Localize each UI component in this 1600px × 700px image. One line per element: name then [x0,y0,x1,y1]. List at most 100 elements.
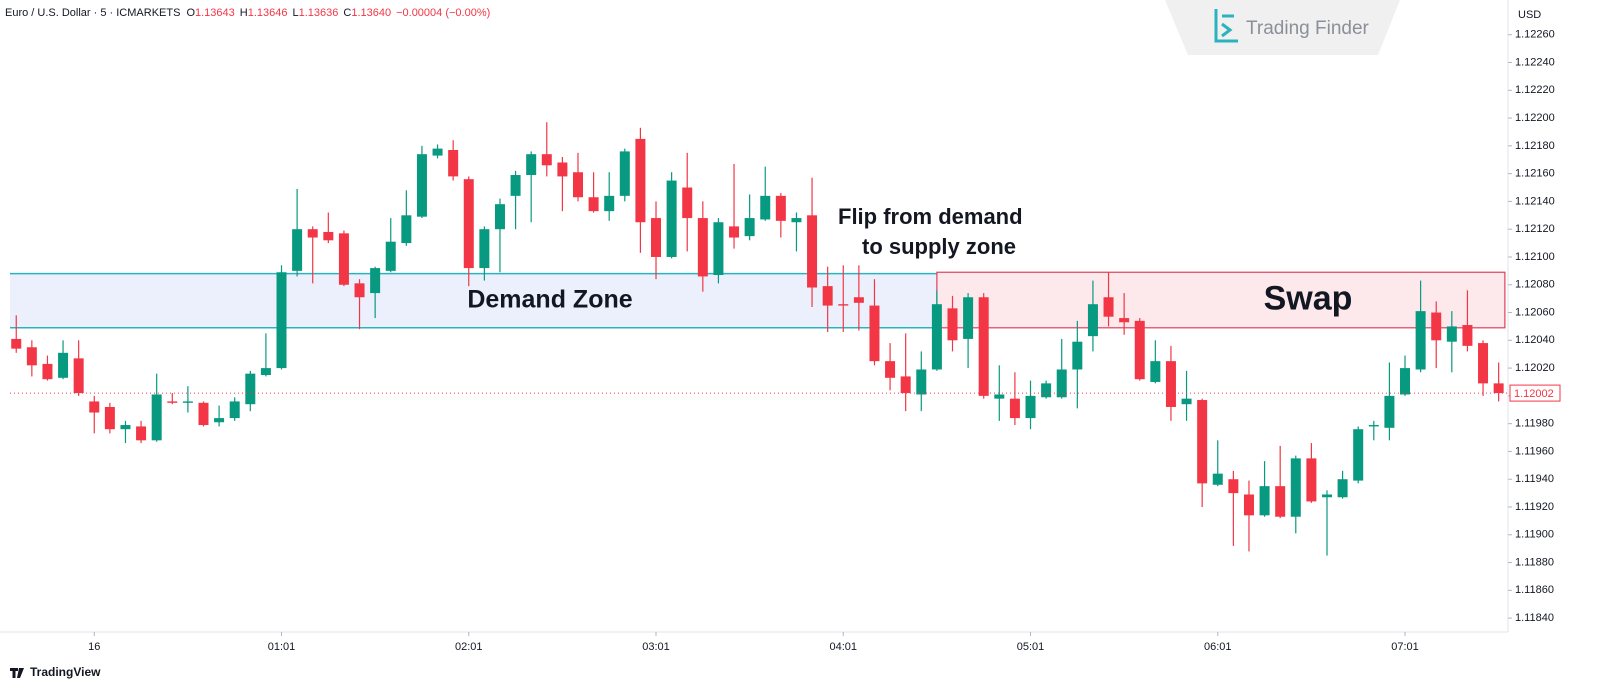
candle-body [104,406,115,430]
header: Euro / U.S. Dollar · 5 · ICMARKETS O1.136… [5,7,490,19]
candle-body [42,363,53,380]
x-tick-label: 02:01 [455,641,483,653]
footer-logo [10,668,24,678]
candle-body [838,304,849,306]
ohlc-value: 1.13643 [195,7,235,19]
candle-body [1493,383,1504,394]
candle-body [1415,311,1426,370]
candle-body [323,231,334,241]
candle-body [26,347,37,366]
candle-body [198,402,209,426]
candle-body [963,297,974,339]
y-tick-label: 1.11840 [1515,612,1554,624]
candle-body [120,425,131,430]
candle-body [1228,479,1239,494]
x-tick-label: 04:01 [829,641,857,653]
candle-body [682,187,693,219]
y-tick-label: 1.12020 [1515,362,1555,374]
last-price-label: 1.12002 [1514,388,1554,400]
candle-body [151,394,162,441]
symbol: Euro / U.S. Dollar · 5 · ICMARKETS [5,7,180,19]
candle-body [1446,326,1457,342]
zone-label: Swap [1264,280,1353,318]
candle-body [1197,400,1208,484]
y-tick-label: 1.11860 [1515,584,1554,596]
candle-body [1275,486,1286,517]
ohlc-label: L [292,7,298,19]
annotation: to supply zone [862,234,1016,259]
candle-body [791,218,802,223]
candle-body [1212,473,1223,485]
y-tick-label: 1.11920 [1515,501,1554,513]
candle-body [494,204,505,230]
footer: TradingView [30,665,101,679]
y-tick-label: 1.12180 [1515,140,1555,152]
candle-body [619,151,630,196]
watermark-logo [1214,9,1238,43]
candle-body [1478,343,1489,384]
candle-body [370,268,381,294]
candle-body [338,233,349,285]
candle-body [1165,361,1176,407]
candle-body [229,401,240,419]
candle-body [572,172,583,198]
y-tick-label: 1.12200 [1515,112,1555,124]
y-tick-label: 1.12240 [1515,56,1555,68]
change: −0.00004 (−0.00%) [396,7,490,19]
candle-body [260,368,271,376]
candle-body [1290,458,1301,517]
candle-body [1134,320,1145,380]
candle-body [760,195,771,220]
y-tick-label: 1.12160 [1515,168,1555,180]
x-tick-label: 06:01 [1204,641,1232,653]
y-tick-label: 1.12260 [1515,29,1555,41]
ohlc-value: 1.13636 [299,7,339,19]
candle-body [1119,318,1130,323]
ohlc-label: C [343,7,351,19]
candle-body [994,394,1005,399]
x-tick-label: 01:01 [268,641,296,653]
candle-body [1150,361,1161,382]
candle-body [697,218,708,277]
candle-body [276,272,287,369]
currency: USD [1518,9,1541,21]
candle-body [479,229,490,269]
candle-body [947,308,958,341]
candle-body [11,338,22,349]
candle-body [167,401,178,403]
candle-body [136,426,147,441]
y-tick-label: 1.12220 [1515,84,1555,96]
candle-body [1337,479,1348,498]
candle-body [666,180,677,257]
candle-body [978,297,989,396]
candle-body [1103,297,1114,317]
zone-label: Demand Zone [467,285,632,313]
zone [10,273,937,328]
watermark-text: Trading Finder [1246,18,1370,39]
y-tick-label: 1.12140 [1515,195,1555,207]
candle-body [900,376,911,394]
plot [10,271,1506,329]
y-tick-label: 1.11880 [1515,556,1554,568]
candle-body [89,401,100,413]
candle-body [1306,458,1317,502]
candle-body [182,401,193,403]
candle-body [1400,368,1411,395]
ohlc-value: 1.13646 [248,7,288,19]
candle-body [510,175,521,196]
candle-body [557,162,568,177]
candle-body [604,195,615,212]
candle-body [292,229,303,271]
candle-body [448,150,459,177]
candle-body [1462,325,1473,346]
candle-body [1431,312,1442,341]
y-tick-label: 1.12040 [1515,334,1555,346]
candle-body [916,369,927,395]
annotation: Flip from demand [838,204,1023,229]
candle-body [1321,494,1332,498]
x-tick-label: 05:01 [1017,641,1045,653]
y-tick-label: 1.12080 [1515,279,1555,291]
candle-body [526,154,537,176]
candle-body [58,352,69,378]
